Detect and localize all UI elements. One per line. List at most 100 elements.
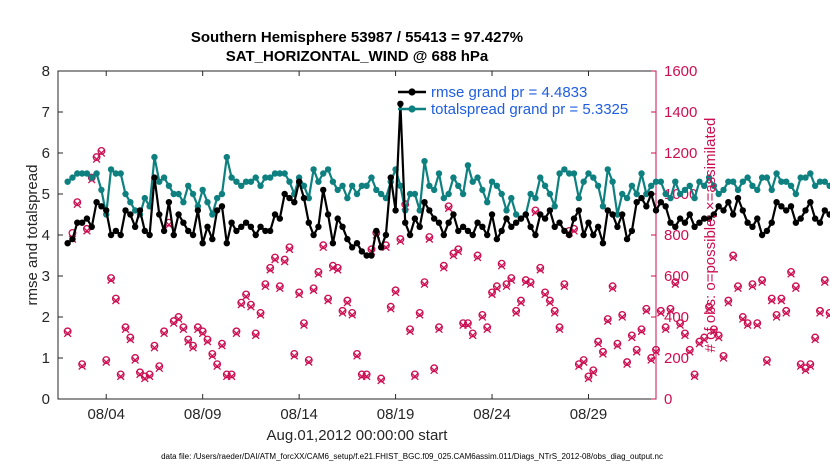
rmse-point	[792, 219, 800, 226]
y-tick-label-left: 6	[42, 145, 50, 162]
obs-assimilated-point	[492, 284, 501, 293]
obs-assimilated-point	[637, 327, 646, 336]
rmse-point	[590, 231, 597, 239]
rmse-point	[532, 231, 539, 239]
rmse-point	[242, 219, 250, 226]
totalspread-point	[628, 182, 636, 189]
rmse-point	[783, 207, 790, 214]
rmse-point	[720, 207, 727, 214]
obs-assimilated-point	[362, 372, 371, 381]
rmse-point	[686, 211, 693, 218]
rmse-point	[527, 223, 534, 230]
rmse-point	[561, 227, 568, 235]
totalspread-point	[213, 194, 221, 202]
obs-possible-point	[820, 276, 829, 285]
rmse-point	[315, 223, 322, 230]
obs-possible-point	[719, 352, 728, 360]
y-tick-label-right: 1600	[664, 63, 697, 80]
totalspread-point	[88, 174, 95, 181]
obs-possible-point	[791, 282, 800, 291]
rmse-point	[430, 215, 438, 222]
obs-possible-point	[492, 282, 501, 291]
obs-possible-point	[806, 360, 815, 369]
totalspread-point	[701, 182, 708, 189]
obs-possible-point	[550, 306, 559, 315]
obs-assimilated-point	[753, 321, 762, 330]
rmse-point	[715, 203, 722, 210]
obs-assimilated-point	[309, 286, 318, 295]
totalspread-point	[672, 178, 679, 185]
obs-possible-point	[666, 304, 675, 313]
obs-assimilated-point	[719, 354, 728, 362]
rmse-point	[493, 235, 501, 243]
rmse-point	[619, 211, 626, 218]
totalspread-point	[64, 178, 71, 185]
obs-assimilated-point	[502, 282, 511, 291]
totalspread-point	[816, 178, 824, 185]
legend-spread-marker	[408, 105, 416, 113]
obs-possible-point	[333, 263, 342, 272]
obs-possible-point	[396, 235, 405, 244]
totalspread-point	[416, 207, 423, 214]
obs-possible-point	[507, 274, 516, 282]
obs-possible-point	[155, 362, 164, 371]
y-tick-label-left: 4	[42, 227, 50, 244]
rmse-point	[295, 178, 303, 185]
obs-possible-point	[102, 356, 111, 364]
obs-possible-point	[647, 354, 656, 362]
totalspread-point	[170, 190, 177, 198]
totalspread-point	[242, 178, 250, 185]
totalspread-point	[348, 182, 356, 189]
legend-rmse-label: rmse grand pr = 4.4833	[431, 84, 587, 101]
x-tick-label: 08/09	[184, 406, 222, 423]
rmse-point	[643, 203, 650, 210]
totalspread-point	[93, 170, 100, 177]
y-tick-label-left: 0	[42, 391, 50, 408]
data-file-footnote: data file: /Users/raeder/DAI/ATM_forcXX/…	[161, 452, 663, 461]
obs-assimilated-point	[546, 298, 554, 307]
obs-assimilated-point	[690, 372, 699, 381]
rmse-point	[701, 215, 708, 222]
obs-assimilated-point	[435, 325, 443, 334]
rmse-point	[585, 219, 592, 226]
totalspread-point	[739, 178, 747, 185]
totalspread-point	[570, 170, 578, 177]
obs-assimilated-point	[300, 321, 308, 330]
totalspread-point	[590, 174, 597, 181]
obs-possible-point	[541, 288, 550, 297]
obs-possible-point	[454, 245, 463, 254]
obs-assimilated-point	[353, 352, 361, 360]
obs-assimilated-point	[112, 296, 120, 305]
obs-assimilated-point	[78, 362, 86, 371]
y-tick-label-left: 8	[42, 63, 50, 80]
obs-assimilated-point	[714, 333, 723, 342]
obs-assimilated-point	[738, 315, 747, 323]
obs-assimilated-point	[589, 368, 598, 377]
obs-possible-point	[116, 370, 125, 379]
rmse-point	[778, 203, 785, 210]
obs-assimilated-point	[488, 290, 496, 299]
totalspread-point	[715, 190, 722, 198]
rmse-point	[464, 227, 472, 235]
totalspread-point	[353, 190, 361, 198]
rmse-point	[175, 211, 182, 218]
obs-possible-point	[353, 349, 361, 358]
totalspread-point	[189, 190, 197, 198]
rmse-point	[233, 227, 240, 235]
rmse-point	[156, 211, 163, 218]
rmse-point	[411, 215, 419, 222]
totalspread-point	[450, 174, 457, 181]
rmse-point	[69, 235, 76, 243]
totalspread-point	[575, 194, 583, 202]
rmse-point	[744, 219, 751, 226]
rmse-point	[426, 207, 433, 214]
obs-possible-point	[796, 360, 805, 369]
obs-possible-point	[623, 358, 632, 367]
totalspread-point	[686, 182, 693, 189]
obs-possible-point	[107, 274, 115, 282]
obs-assimilated-point	[155, 364, 164, 373]
rmse-point	[358, 248, 366, 255]
totalspread-point	[594, 182, 602, 189]
obs-possible-point	[536, 263, 545, 272]
